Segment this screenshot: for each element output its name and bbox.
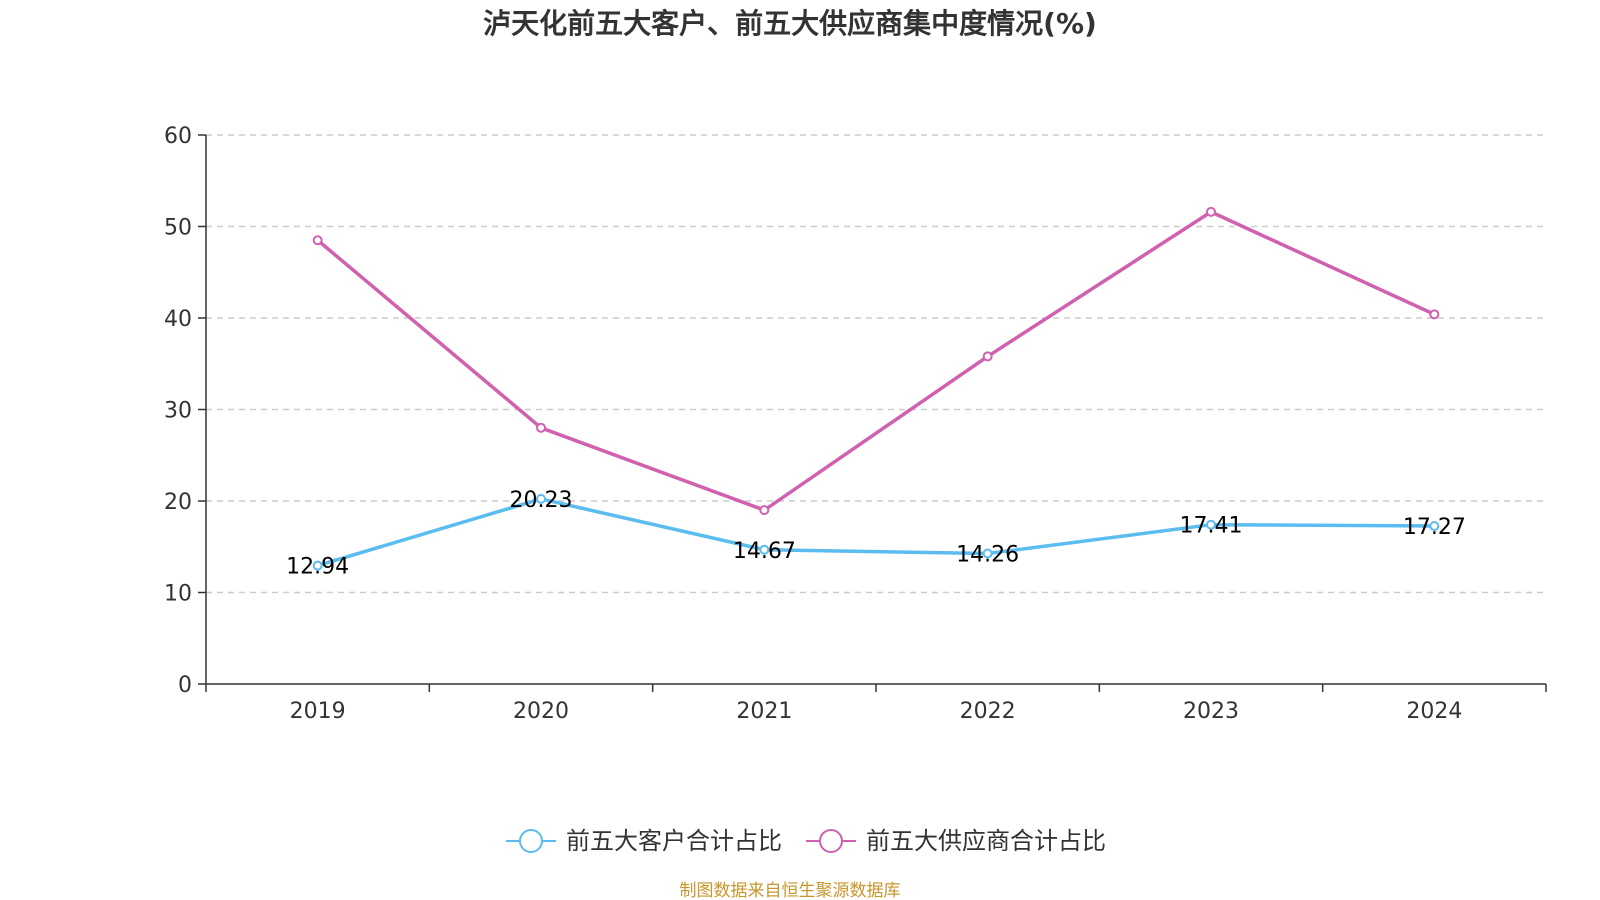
data-point-customers[interactable] <box>536 493 546 504</box>
legend-item-suppliers[interactable]: 前五大供应商合计占比 <box>806 827 1106 855</box>
legend-marker-suppliers <box>819 829 843 853</box>
legend-label-customers: 前五大客户合计占比 <box>566 827 782 855</box>
y-tick-label: 0 <box>178 673 192 698</box>
x-tick-label: 2021 <box>736 699 792 724</box>
y-tick-label: 50 <box>164 216 192 241</box>
series <box>312 206 1440 571</box>
data-label-customers: 17.27 <box>1403 515 1466 540</box>
chart-title: 泸天化前五大客户、前五大供应商集中度情况(%) <box>483 7 1097 40</box>
data-point-customers[interactable] <box>1429 520 1440 531</box>
data-point-customers[interactable] <box>982 548 993 559</box>
x-tick-label: 2020 <box>513 699 569 724</box>
data-label-customers: 14.67 <box>733 539 796 564</box>
x-tick-label: 2019 <box>290 699 346 724</box>
y-tick-label: 30 <box>164 399 192 424</box>
data-point-suppliers[interactable] <box>759 505 770 516</box>
data-point-customers[interactable] <box>759 544 770 555</box>
y-tick-label: 10 <box>164 582 192 607</box>
x-tick-label: 2023 <box>1183 699 1239 724</box>
series-line-suppliers <box>316 210 1436 512</box>
axes: 0 10 20 30 40 50 60 2019 2020 2021 2022 2023 2024 <box>164 124 1547 724</box>
x-tick-label: 2022 <box>960 699 1016 724</box>
legend-label-suppliers: 前五大供应商合计占比 <box>866 827 1106 855</box>
series-line-customers <box>317 497 1435 568</box>
data-point-customers[interactable] <box>1206 519 1216 530</box>
legend: 前五大客户合计占比 前五大供应商合计占比 <box>506 827 1106 855</box>
data-point-suppliers[interactable] <box>1206 206 1216 217</box>
data-label-customers: 20.23 <box>510 488 573 513</box>
source-note: 制图数据来自恒生聚源数据库 <box>680 881 901 900</box>
y-tick-label: 40 <box>164 307 192 332</box>
data-point-suppliers[interactable] <box>982 351 993 362</box>
data-point-suppliers[interactable] <box>1429 309 1440 320</box>
grid <box>206 134 1546 594</box>
y-tick-label: 60 <box>164 124 192 149</box>
legend-item-customers[interactable]: 前五大客户合计占比 <box>506 827 782 855</box>
legend-marker-customers <box>519 829 543 853</box>
y-tick-label: 20 <box>164 490 192 515</box>
data-labels: 12.94 20.23 14.67 14.26 17.41 17.27 <box>286 488 1466 580</box>
data-point-customers[interactable] <box>312 560 323 571</box>
x-tick-label: 2024 <box>1406 699 1462 724</box>
data-label-customers: 14.26 <box>956 543 1019 568</box>
data-label-customers: 17.41 <box>1180 514 1243 539</box>
data-label-customers: 12.94 <box>286 555 349 580</box>
data-point-suppliers[interactable] <box>536 422 546 433</box>
data-point-suppliers[interactable] <box>312 235 323 246</box>
